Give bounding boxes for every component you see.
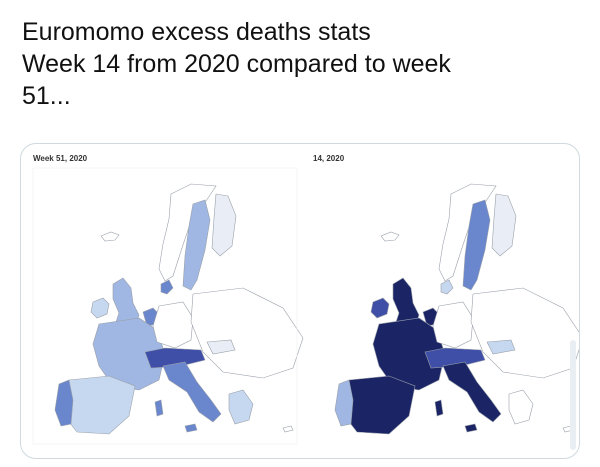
italy-2 xyxy=(442,361,502,423)
norway-2 xyxy=(438,183,497,282)
hungary xyxy=(206,339,236,355)
spain xyxy=(62,375,136,435)
sardinia-2 xyxy=(434,399,444,417)
tweet-line-3: 51... xyxy=(22,82,71,110)
tweet-line-2: Week 14 from 2020 compared to week xyxy=(22,50,451,78)
map-label-week-14: 14, 2020 xyxy=(313,154,345,163)
portugal-2 xyxy=(334,379,354,427)
map-label-week-51: Week 51, 2020 xyxy=(33,154,88,163)
finland xyxy=(211,193,237,257)
finland-2 xyxy=(491,193,517,257)
cyprus xyxy=(282,425,294,433)
france xyxy=(92,317,166,391)
tweet-media-card[interactable]: Week 51, 2020 14, 2020 xyxy=(20,143,580,459)
map-frame-left xyxy=(32,167,298,445)
sweden xyxy=(182,199,211,291)
hungary-2 xyxy=(486,339,516,355)
ireland-2 xyxy=(370,297,390,319)
iceland-2 xyxy=(380,231,400,242)
sicily xyxy=(184,423,198,433)
ireland xyxy=(90,297,110,319)
switzerland-austria-2 xyxy=(424,347,486,369)
map-week-14 xyxy=(334,183,579,435)
eastern-europe xyxy=(190,287,304,379)
tweet-text: Euromomo excess deaths stats Week 14 fro… xyxy=(22,16,582,112)
greece-2 xyxy=(508,389,534,425)
italy xyxy=(162,361,222,423)
france-2 xyxy=(372,317,446,391)
sweden-2 xyxy=(462,199,491,291)
sardinia xyxy=(154,399,164,417)
europe-maps xyxy=(32,167,579,445)
scroll-handle[interactable] xyxy=(570,340,576,450)
eastern-europe-2 xyxy=(470,287,579,379)
norway xyxy=(158,183,217,282)
germany xyxy=(152,301,194,349)
greece xyxy=(228,389,254,425)
portugal xyxy=(54,379,74,427)
spain-2 xyxy=(342,375,416,435)
germany-2 xyxy=(432,301,474,349)
tweet-line-1: Euromomo excess deaths stats xyxy=(22,18,371,46)
denmark xyxy=(160,279,174,295)
map-week-51 xyxy=(32,167,304,445)
denmark-2 xyxy=(440,279,454,295)
sicily-2 xyxy=(464,423,478,433)
switzerland-austria xyxy=(144,347,206,369)
iceland xyxy=(100,231,120,242)
